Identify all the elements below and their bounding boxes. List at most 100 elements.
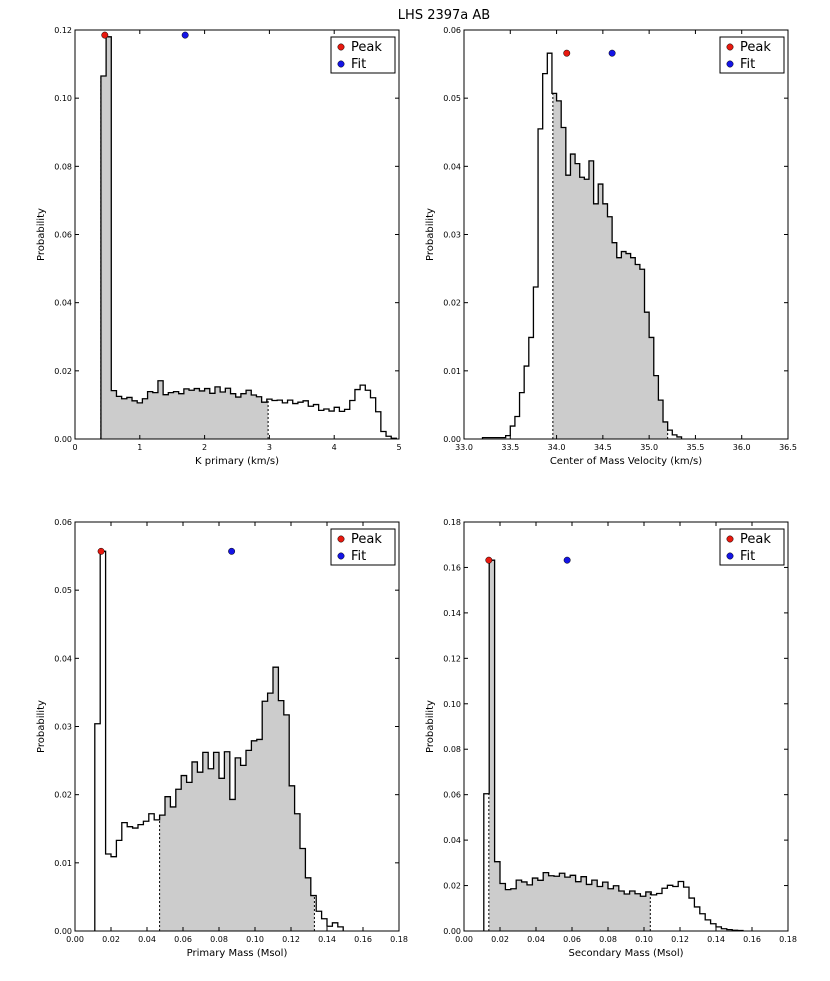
histogram-bar: [654, 376, 659, 439]
histogram-bar: [187, 782, 192, 931]
histogram-bar: [711, 924, 716, 931]
histogram-bar: [646, 892, 651, 931]
histogram-bar: [154, 820, 159, 931]
histogram-bar: [95, 724, 100, 931]
histogram-bar: [313, 405, 318, 439]
legend: Peak Fit: [330, 36, 396, 74]
y-tick-label: 0.18: [443, 518, 461, 527]
histogram-bar: [581, 877, 586, 931]
histogram-bar: [176, 789, 181, 931]
histogram-bar: [289, 786, 294, 931]
y-tick-label: 0.04: [54, 299, 72, 308]
y-tick-label: 0.08: [54, 162, 72, 171]
histogram-bar: [246, 390, 251, 439]
histogram-bar: [215, 387, 220, 439]
y-tick-label: 0.06: [54, 518, 72, 527]
histogram-bar: [133, 828, 138, 931]
shaded-region: [552, 93, 668, 440]
histogram-bar: [273, 667, 278, 931]
histogram-bar: [192, 762, 197, 931]
x-tick-label: 34.5: [594, 443, 612, 452]
legend-peak-marker: [337, 43, 345, 51]
x-tick-label: 0.02: [102, 935, 120, 944]
x-axis-label: K primary (km/s): [195, 456, 279, 467]
chart-panel-1: 0 1 2 3 4 5 0.00 0.02 0.04 0.06 0.08 0.10 0.12 K prim…: [36, 26, 402, 467]
legend-fit-label: Fit: [740, 57, 755, 72]
legend-peak-marker: [726, 535, 734, 543]
x-tick-label: 36.0: [733, 443, 751, 452]
histogram-bar: [203, 752, 208, 931]
histogram-bar: [284, 715, 289, 931]
histogram-bar: [224, 752, 229, 931]
y-axis-label: Probability: [36, 700, 47, 753]
histogram-bar: [617, 258, 622, 439]
peak-marker: [101, 31, 109, 39]
histogram-bar: [575, 164, 580, 439]
histogram-bar: [549, 876, 554, 931]
y-tick-label: 0.04: [443, 162, 461, 171]
legend-fit-label: Fit: [351, 549, 366, 564]
histogram-bar: [179, 394, 184, 439]
histogram-bar: [597, 886, 602, 931]
chart-panel-4: 0.00 0.02 0.04 0.06 0.08 0.10 0.12 0.14 0.16 0.18…: [425, 518, 797, 959]
x-tick-label: 0.14: [318, 935, 336, 944]
legend-peak-label: Peak: [740, 40, 771, 55]
histogram-bar: [592, 880, 597, 931]
x-tick-label: 4: [332, 443, 337, 452]
y-tick-label: 0.05: [443, 94, 461, 103]
histogram-bar: [219, 778, 224, 931]
histogram-bar: [235, 758, 240, 931]
legend: Peak Fit: [719, 36, 785, 74]
y-tick-label: 0.06: [443, 26, 461, 35]
y-tick-label: 0.12: [443, 654, 461, 663]
y-tick-label: 0.02: [54, 791, 72, 800]
histogram-bar: [527, 885, 532, 931]
histogram-bar: [262, 402, 267, 439]
legend-box: [719, 36, 785, 74]
histogram-bar: [495, 862, 500, 931]
histogram-bar: [505, 890, 510, 931]
histogram-bar: [241, 765, 246, 931]
histogram-bar: [329, 411, 334, 439]
x-tick-label: 5: [396, 443, 401, 452]
x-tick-label: 1: [137, 443, 142, 452]
y-tick-label: 0.06: [54, 231, 72, 240]
histogram-bar: [142, 399, 147, 439]
histogram-bar: [251, 741, 256, 931]
panels: 0 1 2 3 4 5 0.00 0.02 0.04 0.06 0.08 0.10 0.12 K prim…: [36, 26, 797, 959]
histogram-bar: [334, 407, 339, 439]
histogram-bar: [500, 884, 505, 931]
histogram-bar: [640, 269, 645, 439]
peak-marker: [485, 556, 493, 564]
histogram-bar: [649, 337, 654, 439]
histogram-bar: [355, 390, 360, 439]
histogram-bar: [194, 389, 199, 439]
histogram-bar: [158, 381, 163, 439]
histogram-bar: [127, 397, 132, 439]
histogram-bar: [667, 885, 672, 931]
histogram-bar: [668, 430, 673, 439]
histogram-bar: [543, 74, 548, 439]
legend-fit-label: Fit: [740, 549, 755, 564]
y-tick-label: 0.04: [54, 654, 72, 663]
x-tick-label: 2: [202, 443, 207, 452]
histogram-bar: [624, 894, 629, 931]
y-tick-label: 0.01: [54, 859, 72, 868]
x-tick-label: 0.04: [527, 935, 545, 944]
fit-marker: [181, 31, 189, 39]
histogram-bar: [529, 337, 534, 439]
legend: Peak Fit: [330, 528, 396, 566]
y-tick-label: 0.00: [54, 435, 72, 444]
y-tick-label: 0.02: [54, 367, 72, 376]
legend-peak-label: Peak: [351, 532, 382, 547]
histogram-bar: [619, 891, 624, 931]
histogram-bar: [316, 911, 321, 931]
legend-fit-marker: [726, 60, 734, 68]
legend-fit-marker: [726, 552, 734, 560]
legend-peak-marker: [337, 535, 345, 543]
histogram-bar: [256, 397, 261, 439]
histogram-bar: [557, 101, 562, 439]
histogram-outline: [481, 52, 683, 439]
histogram-bar: [651, 895, 656, 931]
histogram-bar: [640, 896, 645, 931]
